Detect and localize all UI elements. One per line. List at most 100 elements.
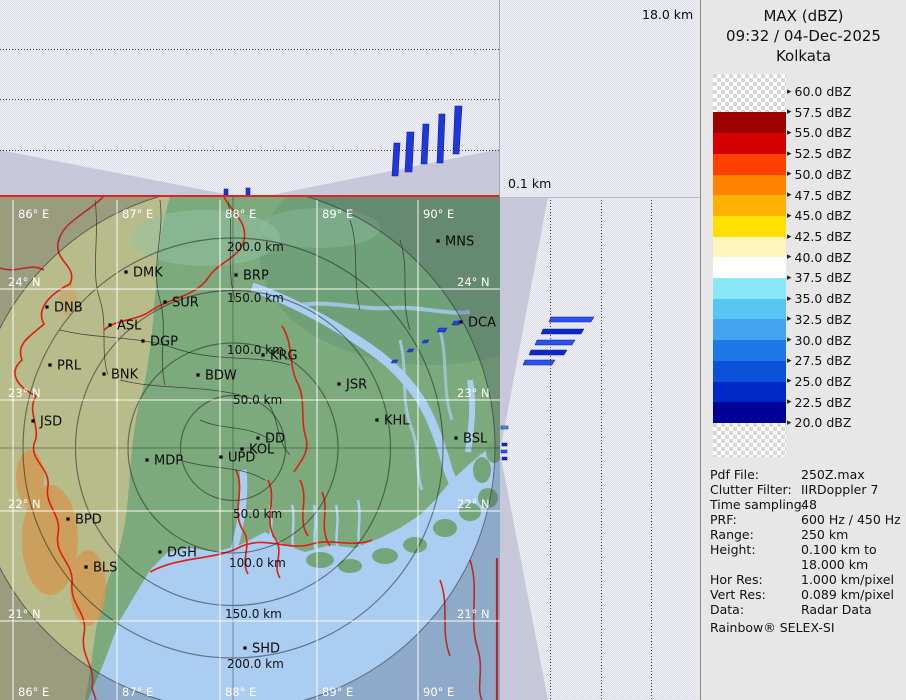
station-dot — [31, 419, 34, 422]
station-label: DCA — [468, 316, 496, 331]
metadata-row: Hor Res:1.000 km/pixel — [701, 572, 906, 587]
dbz-color-scale — [713, 74, 786, 457]
latitude-label-right: 24° N — [457, 275, 490, 289]
coverage-wedge-left — [0, 150, 240, 197]
scale-label-text: 32.5 dBZ — [795, 312, 852, 327]
station-label: BSL — [463, 432, 488, 447]
scale-label: ▸52.5 dBZ — [787, 146, 851, 162]
scale-swatch — [713, 154, 786, 175]
right-cross-section-strip — [500, 197, 700, 700]
station-dot — [102, 372, 105, 375]
scale-label: ▸40.0 dBZ — [787, 249, 851, 265]
scale-label: ▸57.5 dBZ — [787, 104, 851, 120]
metadata-row: 18.000 km — [701, 557, 906, 572]
scale-label-text: 55.0 dBZ — [795, 125, 852, 140]
latitude-label-left: 21° N — [8, 607, 41, 621]
latitude-label-left: 23° N — [8, 386, 41, 400]
scale-swatch — [713, 340, 786, 361]
range-ring-label: 150.0 km — [227, 291, 284, 305]
station-label: JSD — [39, 415, 62, 430]
metadata-label: Range: — [710, 527, 754, 542]
metadata-value: 18.000 km — [801, 557, 868, 572]
scale-tick-arrow-icon: ▸ — [787, 335, 792, 345]
scale-swatch-below-min — [713, 423, 786, 457]
longitude-label-bottom: 90° E — [423, 685, 454, 699]
latitude-label-right: 23° N — [457, 386, 490, 400]
station-dot — [219, 455, 222, 458]
panel-divider-horizontal — [500, 197, 700, 198]
station-dot — [454, 436, 457, 439]
metadata-value: 1.000 km/pixel — [801, 572, 894, 587]
station-dot — [124, 270, 127, 273]
scale-label: ▸47.5 dBZ — [787, 187, 851, 203]
station-dot — [84, 565, 87, 568]
metadata-value: 250Z.max — [801, 467, 865, 482]
scale-label-text: 30.0 dBZ — [795, 333, 852, 348]
scale-label: ▸30.0 dBZ — [787, 332, 851, 348]
scale-label-text: 50.0 dBZ — [795, 167, 852, 182]
metadata-value: 48 — [801, 497, 817, 512]
scale-swatch — [713, 237, 786, 258]
station-dot — [234, 273, 237, 276]
metadata-row: Height:0.100 km to — [701, 542, 906, 557]
station-dot — [141, 339, 144, 342]
station-dot — [375, 418, 378, 421]
station-label: UPD — [228, 451, 255, 466]
metadata-value: 0.089 km/pixel — [801, 587, 894, 602]
scale-label: ▸27.5 dBZ — [787, 353, 851, 369]
scale-swatch — [713, 257, 786, 278]
station-label: KRG — [270, 349, 298, 364]
scale-swatch-above-max — [713, 74, 786, 112]
scale-tick-arrow-icon: ▸ — [787, 190, 792, 200]
station-dot — [108, 323, 111, 326]
software-signature: Rainbow® SELEX-SI — [710, 620, 835, 635]
station-dot — [196, 373, 199, 376]
station-label: SHD — [252, 642, 280, 657]
station-label: BPD — [75, 513, 102, 528]
scale-tick-arrow-icon: ▸ — [787, 149, 792, 159]
scale-label: ▸50.0 dBZ — [787, 166, 851, 182]
longitude-label-bottom: 87° E — [122, 685, 153, 699]
station-dot — [66, 517, 69, 520]
metadata-row: Data:Radar Data — [701, 602, 906, 617]
metadata-row: Vert Res:0.089 km/pixel — [701, 587, 906, 602]
scale-label: ▸37.5 dBZ — [787, 270, 851, 286]
station-dot — [337, 382, 340, 385]
product-title: MAX (dBZ) — [701, 7, 906, 25]
longitude-label-top: 88° E — [225, 207, 256, 221]
min-height-label: 0.1 km — [508, 176, 551, 191]
latitude-label-left: 24° N — [8, 275, 41, 289]
station-dot — [163, 300, 166, 303]
latitude-label-left: 22° N — [8, 497, 41, 511]
coverage-wedge-top — [500, 197, 548, 452]
scale-swatch — [713, 216, 786, 237]
radar-site: Kolkata — [701, 47, 906, 65]
station-label: MNS — [445, 235, 474, 250]
station-label: DGP — [150, 335, 178, 350]
scale-swatch — [713, 382, 786, 403]
scale-tick-arrow-icon: ▸ — [787, 273, 792, 283]
range-ring-label: 100.0 km — [229, 556, 286, 570]
metadata-value: IIRDoppler 7 — [801, 482, 878, 497]
scale-tick-arrow-icon: ▸ — [787, 418, 792, 428]
map-panel: 86° E86° E87° E87° E88° E88° E89° E89° E… — [0, 197, 500, 700]
scale-tick-arrow-icon: ▸ — [787, 376, 792, 386]
scale-label-text: 57.5 dBZ — [795, 105, 852, 120]
station-dot — [436, 239, 439, 242]
scale-label: ▸55.0 dBZ — [787, 125, 851, 141]
scale-swatch — [713, 319, 786, 340]
scale-label-text: 25.0 dBZ — [795, 374, 852, 389]
station-label: DMK — [133, 266, 163, 281]
scale-label-text: 47.5 dBZ — [795, 188, 852, 203]
station-dot — [256, 436, 259, 439]
station-label: KHL — [384, 414, 410, 429]
metadata-label: Time sampling: — [710, 497, 806, 512]
scale-tick-arrow-icon: ▸ — [787, 211, 792, 221]
radar-app-window: 18.0 km 0.1 km — [0, 0, 906, 700]
coverage-wedge-right — [262, 149, 500, 197]
range-ring-label: 200.0 km — [227, 240, 284, 254]
scale-swatch — [713, 195, 786, 216]
top-cross-section-strip — [0, 0, 500, 197]
scale-swatch — [713, 299, 786, 320]
metadata-row: Time sampling:48 — [701, 497, 906, 512]
